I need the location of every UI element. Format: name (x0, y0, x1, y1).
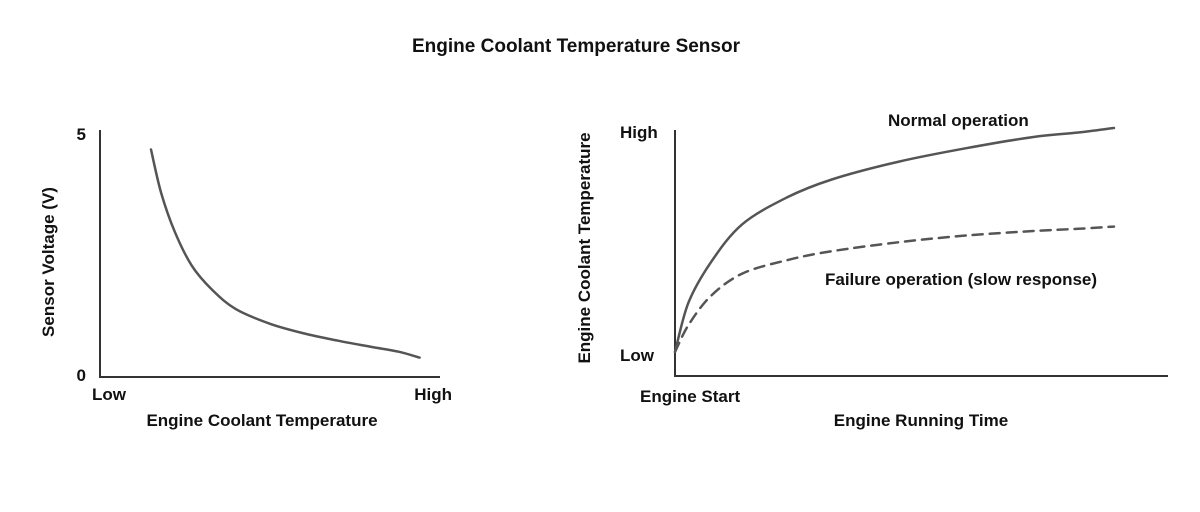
figure-title: Engine Coolant Temperature Sensor (412, 36, 741, 57)
right-x-axis-label: Engine Running Time (834, 411, 1008, 430)
voltage-curve (149, 148, 421, 359)
right-y-tick-high: High (620, 123, 658, 142)
left-y-tick-high: 5 (77, 125, 86, 144)
left-y-tick-low: 0 (77, 366, 86, 385)
failure-operation-curve (673, 225, 1116, 354)
right-chart: High Low Engine Start Engine Running Tim… (575, 111, 1168, 430)
failure-operation-label: Failure operation (slow response) (825, 270, 1097, 289)
left-x-axis-label: Engine Coolant Temperature (146, 411, 377, 430)
left-chart: 5 0 Low High Engine Coolant Temperature … (39, 125, 452, 430)
right-y-tick-low: Low (620, 346, 655, 365)
right-chart-axes (674, 130, 1168, 377)
left-y-axis-label: Sensor Voltage (V) (39, 187, 58, 337)
left-chart-axes (99, 130, 440, 378)
left-x-tick-high: High (414, 385, 452, 404)
right-y-axis-label: Engine Coolant Temperature (575, 132, 594, 363)
normal-operation-curve (673, 126, 1116, 354)
left-x-tick-low: Low (92, 385, 127, 404)
right-x-tick-start: Engine Start (640, 387, 740, 406)
normal-operation-label: Normal operation (888, 111, 1029, 130)
